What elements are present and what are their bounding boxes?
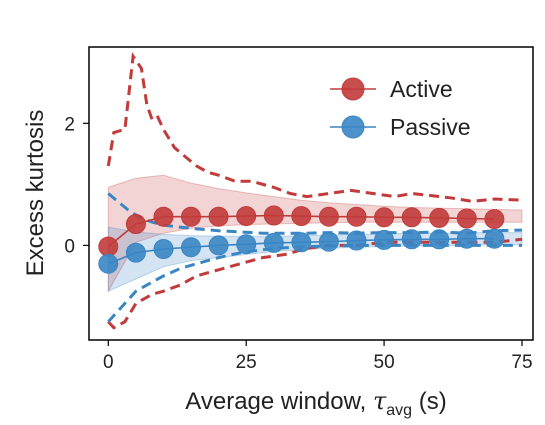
- y-tick-label: 2: [64, 114, 75, 135]
- x-axis-ticks: 0 25 50 75: [103, 340, 533, 373]
- active-point: [291, 206, 312, 227]
- legend-marker-passive: [341, 115, 365, 139]
- passive-point: [181, 237, 201, 258]
- y-tick-label: 0: [64, 236, 75, 257]
- passive-point: [484, 228, 505, 249]
- active-point: [429, 207, 450, 228]
- active-point: [456, 208, 477, 229]
- y-axis-label: Excess kurtosis: [22, 110, 49, 277]
- active-point: [263, 205, 284, 226]
- y-axis-ticks: 02: [64, 114, 89, 257]
- legend-label-passive: Passive: [390, 114, 471, 140]
- active-point: [484, 209, 505, 230]
- plot-frame: [88, 46, 534, 341]
- passive-point: [374, 229, 395, 250]
- legend-marker-active: [341, 77, 365, 101]
- active-point: [125, 214, 146, 234]
- active-point: [318, 206, 339, 227]
- active-lower-dashed-line: [107, 237, 523, 330]
- active-point: [98, 236, 119, 257]
- passive-upper-dashed-line: [107, 192, 523, 235]
- active-point: [401, 207, 422, 228]
- active-band: [107, 174, 523, 294]
- passive-point: [318, 231, 339, 252]
- passive-point: [429, 229, 450, 250]
- active-point: [236, 206, 257, 227]
- legend: Active Passive: [330, 76, 471, 140]
- active-upper-dashed-line: [106, 52, 523, 203]
- passive-point: [236, 234, 257, 255]
- active-point: [153, 206, 174, 227]
- passive-lower-dashed-line: [107, 243, 522, 323]
- x-axis-label-unit: (s): [412, 388, 447, 415]
- x-axis-label-subscript: avg: [386, 402, 412, 419]
- passive-point: [456, 228, 477, 249]
- passive-point: [153, 239, 174, 259]
- x-axis-label-main: Average window,: [185, 388, 373, 415]
- active-point: [181, 206, 201, 227]
- active-point: [208, 206, 229, 227]
- passive-point: [263, 232, 284, 253]
- x-axis-label-symbol: τ: [373, 387, 387, 415]
- active-point: [346, 206, 367, 227]
- passive-point: [125, 242, 146, 263]
- legend-label-active: Active: [390, 76, 453, 102]
- passive-point: [98, 253, 119, 274]
- x-axis-label: Average window, τavg (s): [185, 387, 446, 419]
- passive-point: [346, 230, 367, 251]
- active-point: [374, 207, 395, 228]
- x-tick-label: 75: [511, 352, 532, 373]
- passive-point: [291, 232, 312, 253]
- x-tick-label: 50: [374, 352, 395, 373]
- passive-point: [401, 229, 422, 250]
- x-tick-label: 25: [236, 352, 257, 373]
- dashed-bound-lines: [106, 52, 523, 330]
- series-points: [98, 205, 505, 274]
- passive-point: [208, 235, 229, 256]
- x-tick-label: 0: [103, 352, 114, 373]
